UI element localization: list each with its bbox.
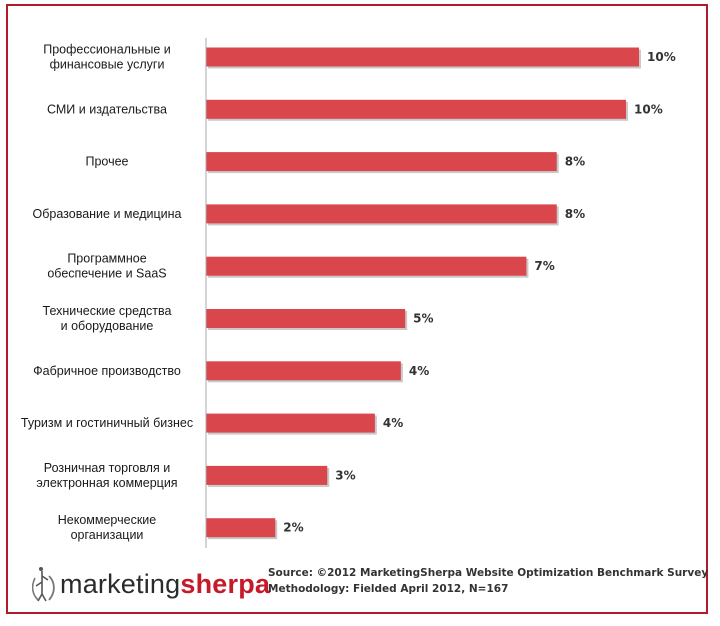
logo-text-marketing: marketing: [60, 568, 181, 599]
category-label: Программное обеспечение и SaaS: [47, 252, 166, 281]
value-label: 7%: [534, 259, 554, 273]
bar: [206, 152, 557, 172]
bar: [206, 256, 527, 276]
category-label: Туризм и гостиничный бизнес: [21, 416, 193, 430]
category-label: Профессиональные и финансовые услуги: [43, 43, 171, 72]
bar: [206, 47, 639, 67]
value-label: 2%: [283, 521, 303, 535]
value-label: 10%: [647, 50, 676, 64]
value-label: 8%: [565, 155, 585, 169]
category-label: Технические средства и оборудование: [43, 304, 172, 333]
value-label: 4%: [383, 416, 403, 430]
category-label: Некоммерческие организации: [58, 513, 157, 542]
methodology-line: Methodology: Fielded April 2012, N=167: [268, 583, 509, 595]
category-label: СМИ и издательства: [47, 102, 167, 116]
sherpa-mountain-icon: [32, 567, 55, 602]
category-label: Прочее: [85, 155, 128, 169]
value-label: 8%: [565, 207, 585, 221]
value-label: 5%: [413, 312, 433, 326]
category-label: Фабричное производство: [33, 364, 181, 378]
marketingsherpa-logo: marketingsherpa: [32, 564, 270, 604]
bar: [206, 99, 627, 119]
bar: [206, 413, 375, 433]
footer: marketingsherpa Source: ©2012 MarketingS…: [24, 556, 708, 612]
source-line: Source: ©2012 MarketingSherpa Website Op…: [268, 567, 709, 579]
value-label: 3%: [335, 468, 355, 482]
bar: [206, 465, 328, 485]
bar: [206, 518, 276, 538]
logo-text-sherpa: sherpa: [180, 568, 271, 599]
value-label: 4%: [409, 364, 429, 378]
category-label: Розничная торговля и электронная коммерци…: [36, 461, 177, 490]
bar: [206, 204, 557, 224]
source-note: Source: ©2012 MarketingSherpa Website Op…: [268, 565, 708, 597]
bar: [206, 309, 406, 328]
bar: [206, 361, 401, 381]
category-label: Образование и медицина: [33, 207, 182, 221]
value-label: 10%: [634, 102, 663, 116]
